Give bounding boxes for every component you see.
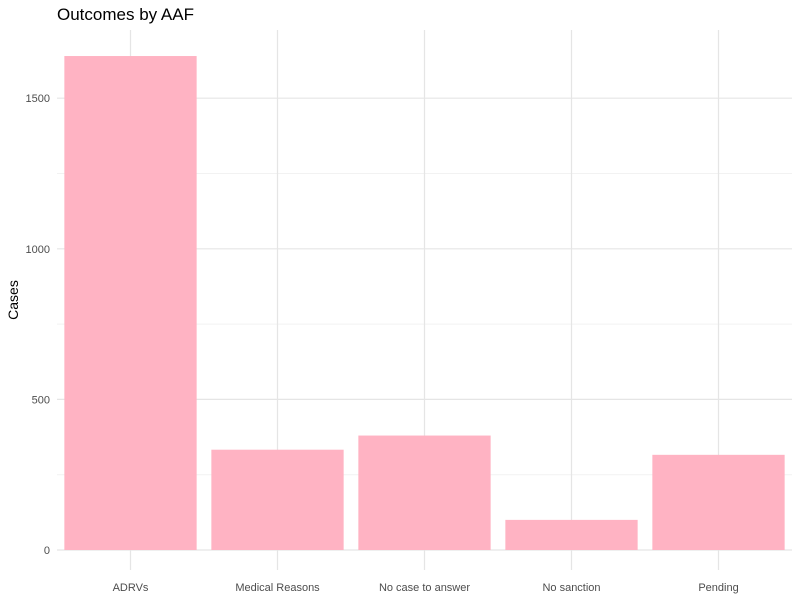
y-tick-label: 1500: [26, 93, 50, 105]
bars: [64, 56, 785, 550]
chart-title: Outcomes by AAF: [57, 5, 194, 24]
x-tick-label: ADRVs: [113, 582, 149, 594]
y-tick-label: 1000: [26, 244, 50, 256]
x-tick-label: Pending: [698, 582, 738, 594]
bar: [652, 454, 785, 550]
y-tick-label: 0: [44, 545, 50, 557]
y-axis-ticks: 0 500 1000 1500: [26, 93, 50, 557]
bar: [211, 449, 344, 550]
x-tick-label: No case to answer: [379, 582, 470, 594]
bar: [64, 56, 197, 550]
x-tick-label: Medical Reasons: [235, 582, 320, 594]
bar: [505, 519, 638, 550]
x-tick-label: No sanction: [542, 582, 600, 594]
bar: [358, 435, 491, 550]
y-axis-label: Cases: [5, 280, 21, 320]
x-axis-ticks: ADRVs Medical Reasons No case to answer No …: [113, 582, 739, 594]
y-tick-label: 500: [32, 394, 50, 406]
